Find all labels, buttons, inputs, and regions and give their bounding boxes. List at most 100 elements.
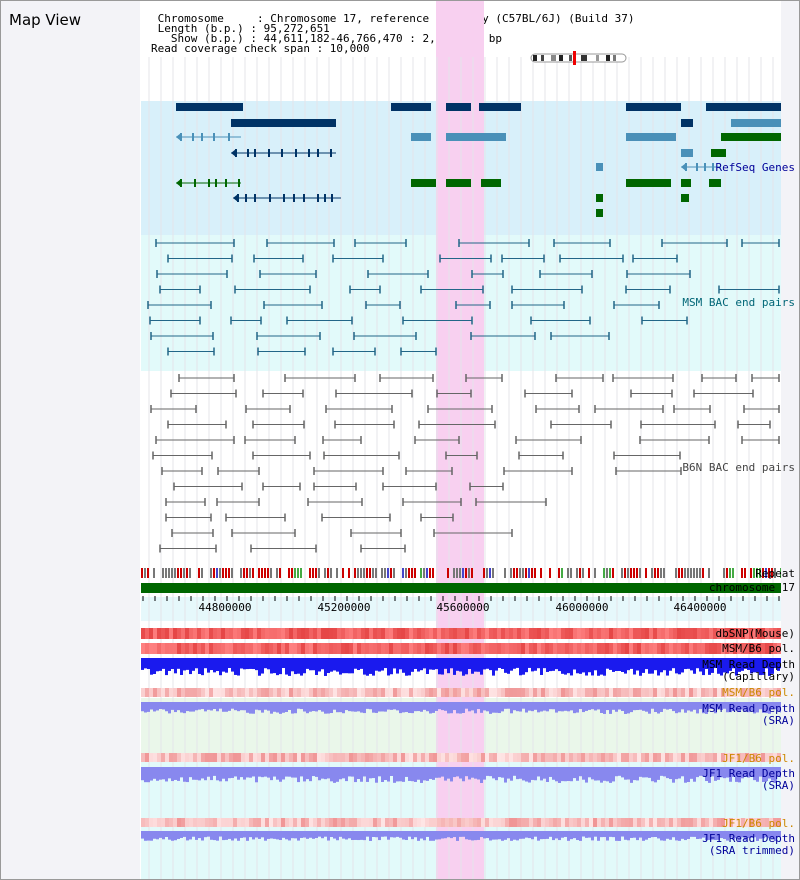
- repeat-mark: [513, 568, 515, 578]
- track-label-jf1-b6-pol[interactable]: JF1/B6 pol.: [722, 752, 795, 765]
- gene-exon: [238, 179, 240, 187]
- heat-cell: [141, 688, 145, 697]
- genome-plot-area[interactable]: [141, 1, 781, 879]
- gene-body: [479, 103, 521, 111]
- depth-bar: [714, 702, 717, 714]
- heat-cell: [261, 628, 265, 639]
- heat-cell: [741, 628, 745, 639]
- depth-bar: [405, 767, 408, 777]
- heat-cell: [577, 643, 581, 654]
- heat-cell: [681, 688, 685, 697]
- repeat-mark: [384, 568, 386, 578]
- heat-cell: [293, 753, 297, 762]
- depth-bar: [456, 767, 459, 777]
- heat-cell: [537, 688, 541, 697]
- depth-bar: [555, 831, 558, 839]
- depth-bar: [342, 831, 345, 839]
- repeat-mark: [393, 568, 395, 578]
- repeat-mark: [639, 568, 641, 578]
- repeat-mark: [387, 568, 389, 578]
- repeat-mark: [165, 568, 167, 578]
- depth-bar: [654, 658, 657, 671]
- heat-cell: [201, 753, 205, 762]
- depth-bar: [222, 658, 225, 672]
- depth-bar: [306, 702, 309, 714]
- depth-bar: [321, 831, 324, 839]
- heat-cell: [661, 688, 665, 697]
- heat-cell: [453, 753, 457, 762]
- gene-exon: [712, 163, 714, 171]
- depth-bar: [330, 702, 333, 714]
- track-label-refseq[interactable]: RefSeq Genes: [715, 161, 795, 174]
- gene-body: [626, 103, 681, 111]
- depth-bar: [297, 767, 300, 783]
- depth-bar: [351, 702, 354, 712]
- depth-bar: [438, 702, 441, 710]
- repeat-mark: [144, 568, 146, 578]
- heat-cell: [293, 688, 297, 697]
- depth-bar: [552, 831, 555, 841]
- depth-bar: [378, 831, 381, 841]
- depth-bar: [738, 658, 741, 672]
- heat-cell: [377, 688, 381, 697]
- track-label-jf1-depth-sra[interactable]: JF1 Read Depth (SRA): [702, 767, 795, 792]
- depth-bar: [717, 658, 720, 674]
- heat-cell: [181, 643, 185, 654]
- heat-cell: [525, 753, 529, 762]
- depth-bar: [471, 658, 474, 674]
- depth-bar: [480, 831, 483, 838]
- depth-bar: [726, 767, 729, 778]
- track-label-msm-depth-capillary[interactable]: MSM Read Depth (Capillary): [702, 658, 795, 683]
- depth-bar: [180, 658, 183, 675]
- depth-bar: [672, 658, 675, 669]
- track-label-jf1-depth-trimmed[interactable]: JF1 Read Depth (SRA trimmed): [702, 832, 795, 857]
- track-label-msm-depth-sra[interactable]: MSM Read Depth (SRA): [702, 702, 795, 727]
- heat-cell: [457, 818, 461, 827]
- depth-bar: [597, 831, 600, 841]
- track-label-msm-bac[interactable]: MSM BAC end pairs: [682, 296, 795, 309]
- depth-bar: [393, 658, 396, 669]
- track-label-chromosome[interactable]: chromosome 17: [708, 581, 795, 594]
- depth-bar: [780, 831, 781, 839]
- depth-bar: [600, 831, 603, 838]
- depth-bar: [267, 702, 270, 711]
- depth-bar: [156, 831, 159, 840]
- heat-cell: [417, 688, 421, 697]
- depth-bar: [582, 658, 585, 673]
- heat-cell: [157, 688, 161, 697]
- heat-cell: [749, 753, 753, 762]
- gene-exon: [293, 194, 295, 202]
- track-label-jf1-b6-pol-2[interactable]: JF1/B6 pol.: [722, 817, 795, 830]
- heat-cell: [197, 753, 201, 762]
- track-label-msm-b6-pol-2[interactable]: MSM/B6 pol.: [722, 686, 795, 699]
- track-label-b6n-bac[interactable]: B6N BAC end pairs: [682, 461, 795, 474]
- gene-exon: [208, 179, 210, 187]
- heat-cell: [457, 643, 461, 654]
- depth-bar: [297, 658, 300, 674]
- length-info: Length (b.p.) : 95,272,651: [151, 22, 330, 35]
- heat-cell: [589, 818, 593, 827]
- depth-bar: [495, 767, 498, 781]
- gene-exon: [696, 163, 698, 171]
- track-label-repeat[interactable]: Repeat: [755, 567, 795, 580]
- heat-cell: [605, 818, 609, 827]
- repeat-mark: [168, 568, 170, 578]
- track-label-dbsnp[interactable]: dbSNP(Mouse): [715, 627, 795, 640]
- depth-bar: [363, 767, 366, 777]
- depth-bar: [612, 831, 615, 838]
- repeat-mark: [360, 568, 362, 578]
- heat-cell: [689, 753, 693, 762]
- depth-bar: [153, 658, 156, 674]
- depth-bar: [690, 702, 693, 712]
- track-label-msm-b6-pol[interactable]: MSM/B6 pol.: [722, 642, 795, 655]
- depth-bar: [615, 831, 618, 841]
- gene-body: [709, 179, 721, 187]
- depth-bar: [219, 658, 222, 676]
- heat-cell: [161, 818, 165, 827]
- depth-bar: [168, 658, 171, 671]
- heat-cell: [509, 688, 513, 697]
- repeat-mark: [243, 568, 245, 578]
- depth-bar: [339, 831, 342, 837]
- depth-bar: [372, 831, 375, 837]
- track-canvas[interactable]: [141, 1, 781, 879]
